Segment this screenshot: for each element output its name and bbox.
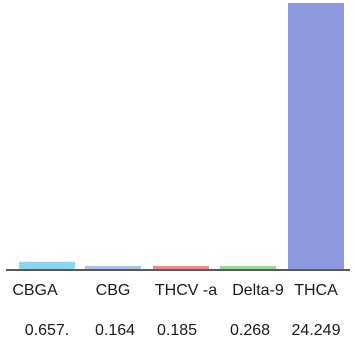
category-label: CBG (96, 282, 131, 299)
data-value-label: 24.249 (292, 322, 341, 339)
bar-thcv-a (153, 266, 209, 269)
category-label: THCV -a (155, 282, 217, 299)
data-value-label: 0.164 (95, 322, 135, 339)
data-value-label: 0.185 (157, 322, 197, 339)
category-labels: CBGA CBG THCV -a Delta-9 THCA (12, 282, 338, 299)
category-label: THCA (294, 282, 338, 299)
bar-cbga (19, 261, 75, 269)
bar-thca (288, 3, 344, 269)
bars-group (19, 3, 344, 269)
bar-delta-9 (220, 266, 276, 269)
data-value-label: 0.657. (25, 322, 69, 339)
data-value-label: 0.268 (230, 322, 270, 339)
category-label: Delta-9 (232, 282, 284, 299)
category-label: CBGA (12, 282, 58, 299)
value-labels: 0.657. 0.164 0.185 0.268 24.249 (25, 322, 341, 339)
bar-cbg (85, 266, 141, 269)
